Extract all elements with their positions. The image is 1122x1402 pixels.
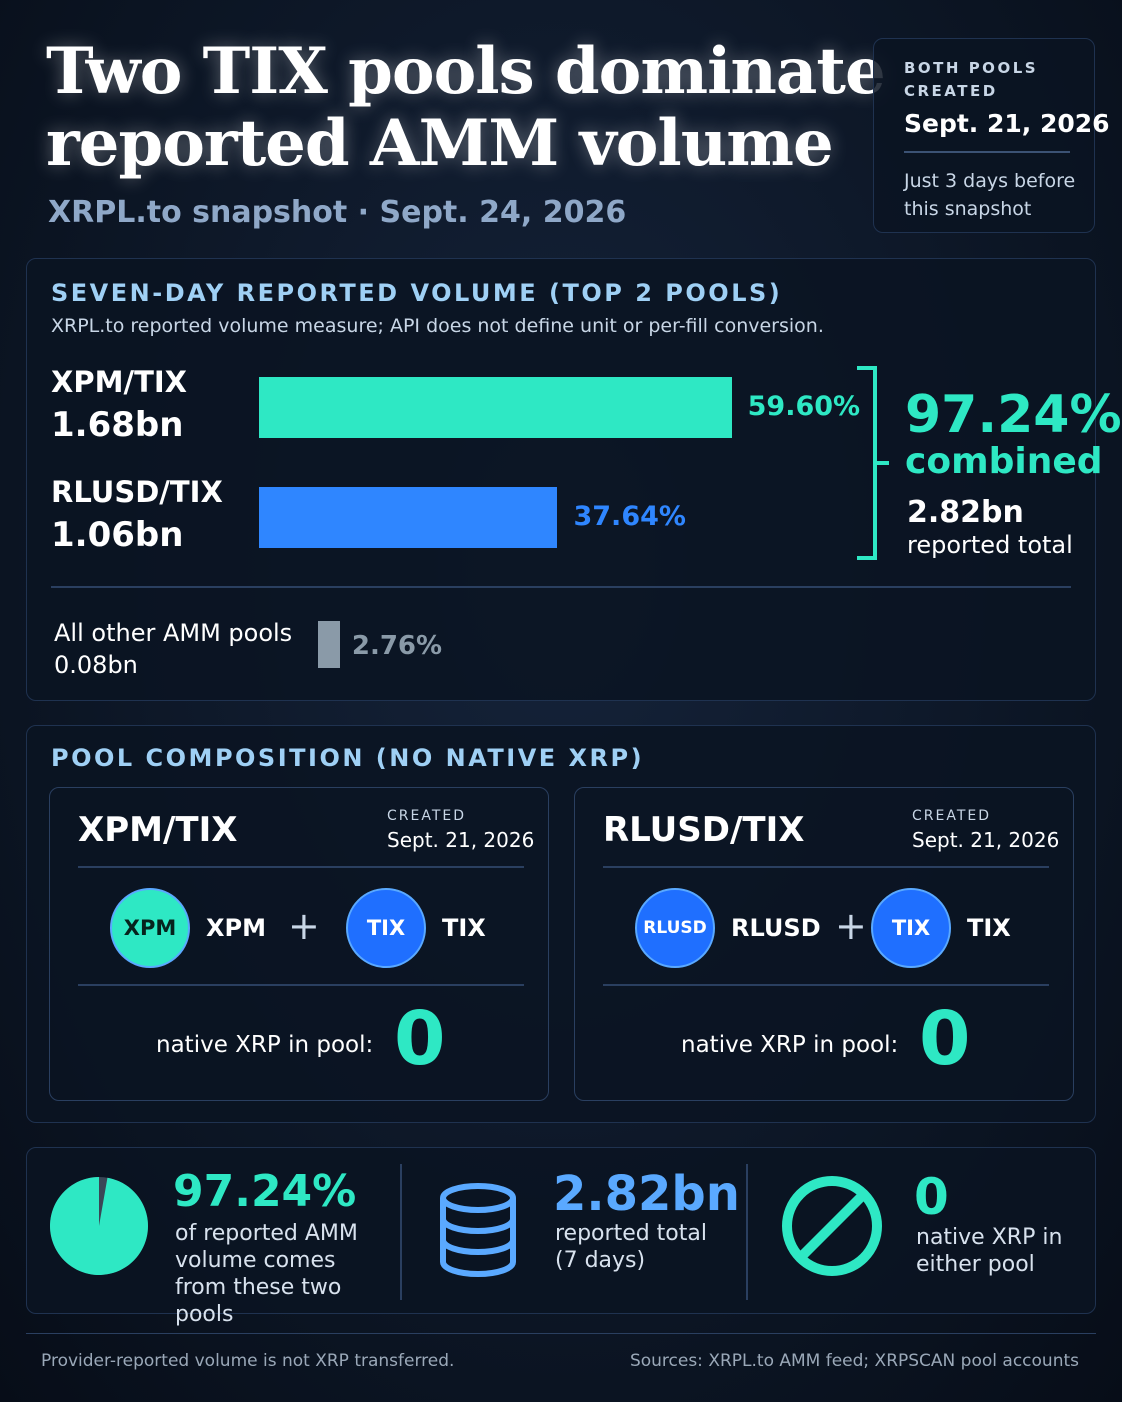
- combined-total-label: reported total: [907, 531, 1073, 559]
- share-label: 2.76%: [351, 631, 443, 661]
- bracket-path: [857, 366, 889, 560]
- created-date: Sept. 21, 2026: [387, 828, 535, 852]
- token-badge: XPM: [110, 888, 190, 968]
- pool-card: RLUSD/TIX CREATED Sept. 21, 2026 RLUSD RLUSD…: [574, 787, 1074, 1101]
- separator: [746, 1164, 748, 1300]
- divider: [603, 866, 1049, 868]
- token-name: TIX: [967, 914, 1011, 942]
- label-line: CREATED: [904, 82, 998, 100]
- token-name: TIX: [442, 914, 486, 942]
- footer-left: Provider-reported volume is not XRP tran…: [41, 1351, 455, 1371]
- pool-name: XPM/TIX: [51, 365, 187, 399]
- native-value: 0: [394, 996, 446, 1082]
- divider: [78, 984, 524, 986]
- stats-panel: 97.24% of reported AMM volume comes from …: [26, 1147, 1096, 1327]
- stat-text: reported total (7 days): [555, 1221, 707, 1273]
- share-label: 37.64%: [573, 501, 686, 532]
- divider: [26, 1333, 1096, 1334]
- pool-volume: 1.68bn: [51, 405, 184, 445]
- card-title: RLUSD/TIX: [603, 810, 805, 850]
- section-heading: SEVEN-DAY REPORTED VOLUME (TOP 2 POOLS): [51, 279, 783, 307]
- created-label: CREATED: [912, 808, 992, 824]
- stat-value: 0: [914, 1168, 949, 1226]
- database-icon: [440, 1183, 516, 1277]
- pool-name: RLUSD/TIX: [51, 475, 223, 509]
- section-note: XRPL.to reported volume measure; API doe…: [51, 315, 824, 337]
- combined-word: combined: [905, 441, 1103, 482]
- volume-panel: SEVEN-DAY REPORTED VOLUME (TOP 2 POOLS) …: [26, 258, 1122, 701]
- callout-note: Just 3 days before this snapshot: [904, 167, 1075, 223]
- section-heading: POOL COMPOSITION (NO NATIVE XRP): [51, 744, 645, 772]
- divider: [904, 151, 1070, 153]
- card-title: XPM/TIX: [78, 810, 238, 850]
- footer-right: Sources: XRPL.to AMM feed; XRPSCAN pool …: [629, 1351, 1079, 1371]
- callout-label: BOTH POOLS CREATED: [904, 57, 1038, 103]
- native-label: native XRP in pool:: [681, 1032, 899, 1058]
- other-volume: 0.08bn: [54, 651, 138, 679]
- pool-card: XPM/TIX CREATED Sept. 21, 2026 XPM XPM TIX TIX…: [49, 787, 549, 1101]
- title-line: Two TIX pools dominate: [46, 34, 886, 109]
- callout: BOTH POOLS CREATED Sept. 21, 2026 Just 3 …: [873, 38, 1110, 233]
- divider: [603, 984, 1049, 986]
- created-date: Sept. 21, 2026: [912, 828, 1060, 852]
- other-name: All other AMM pools: [54, 619, 293, 647]
- pool-volume: 1.06bn: [51, 515, 184, 555]
- stat-value: 2.82bn: [553, 1166, 740, 1222]
- separator: [400, 1164, 402, 1300]
- note-line: Just 3 days before: [904, 170, 1076, 192]
- none-icon: [782, 1176, 882, 1276]
- title-line: reported AMM volume: [46, 106, 834, 181]
- bracket: [857, 366, 889, 560]
- token-name: XPM: [206, 914, 266, 942]
- pie-slice: [50, 1177, 148, 1275]
- share-label: 59.60%: [747, 391, 861, 422]
- pie: [50, 1177, 148, 1275]
- note-line: this snapshot: [904, 198, 1032, 220]
- bar: [318, 621, 340, 668]
- created-label: CREATED: [387, 808, 467, 824]
- token-badge: TIX: [346, 888, 426, 968]
- native-value: 0: [919, 996, 971, 1082]
- join: +: [288, 904, 320, 948]
- divider: [51, 586, 1071, 588]
- subtitle: XRPL.to snapshot · Sept. 24, 2026: [48, 195, 627, 230]
- callout-date: Sept. 21, 2026: [904, 109, 1110, 138]
- bar: [259, 377, 732, 438]
- combined-total: 2.82bn: [907, 495, 1024, 530]
- combined-share: 97.24%: [905, 385, 1122, 445]
- stat-text: of reported AMM volume comes from these …: [175, 1221, 358, 1327]
- join: +: [835, 904, 867, 948]
- stat-value: 97.24%: [173, 1166, 357, 1217]
- token-badge: TIX: [871, 888, 951, 968]
- label-line: BOTH POOLS: [904, 59, 1039, 77]
- token-badge: RLUSD: [635, 888, 715, 968]
- title: Two TIX pools dominate reported AMM volum…: [46, 34, 886, 181]
- native-label: native XRP in pool:: [156, 1032, 374, 1058]
- divider: [78, 866, 524, 868]
- stat-text: native XRP in either pool: [916, 1225, 1063, 1277]
- bar: [259, 487, 558, 548]
- token-name: RLUSD: [731, 914, 821, 942]
- composition-panel: POOL COMPOSITION (NO NATIVE XRP) XPM/TIX…: [26, 725, 1096, 1123]
